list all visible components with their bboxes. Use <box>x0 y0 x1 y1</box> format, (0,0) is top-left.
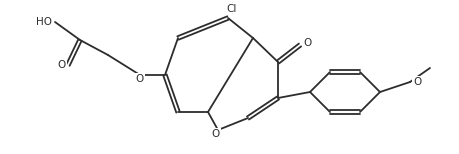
Text: O: O <box>212 129 220 139</box>
Text: O: O <box>58 60 66 70</box>
Text: Cl: Cl <box>226 4 237 14</box>
Text: HO: HO <box>36 17 52 27</box>
Text: O: O <box>412 77 420 87</box>
Text: O: O <box>135 74 144 84</box>
Text: O: O <box>302 38 311 48</box>
